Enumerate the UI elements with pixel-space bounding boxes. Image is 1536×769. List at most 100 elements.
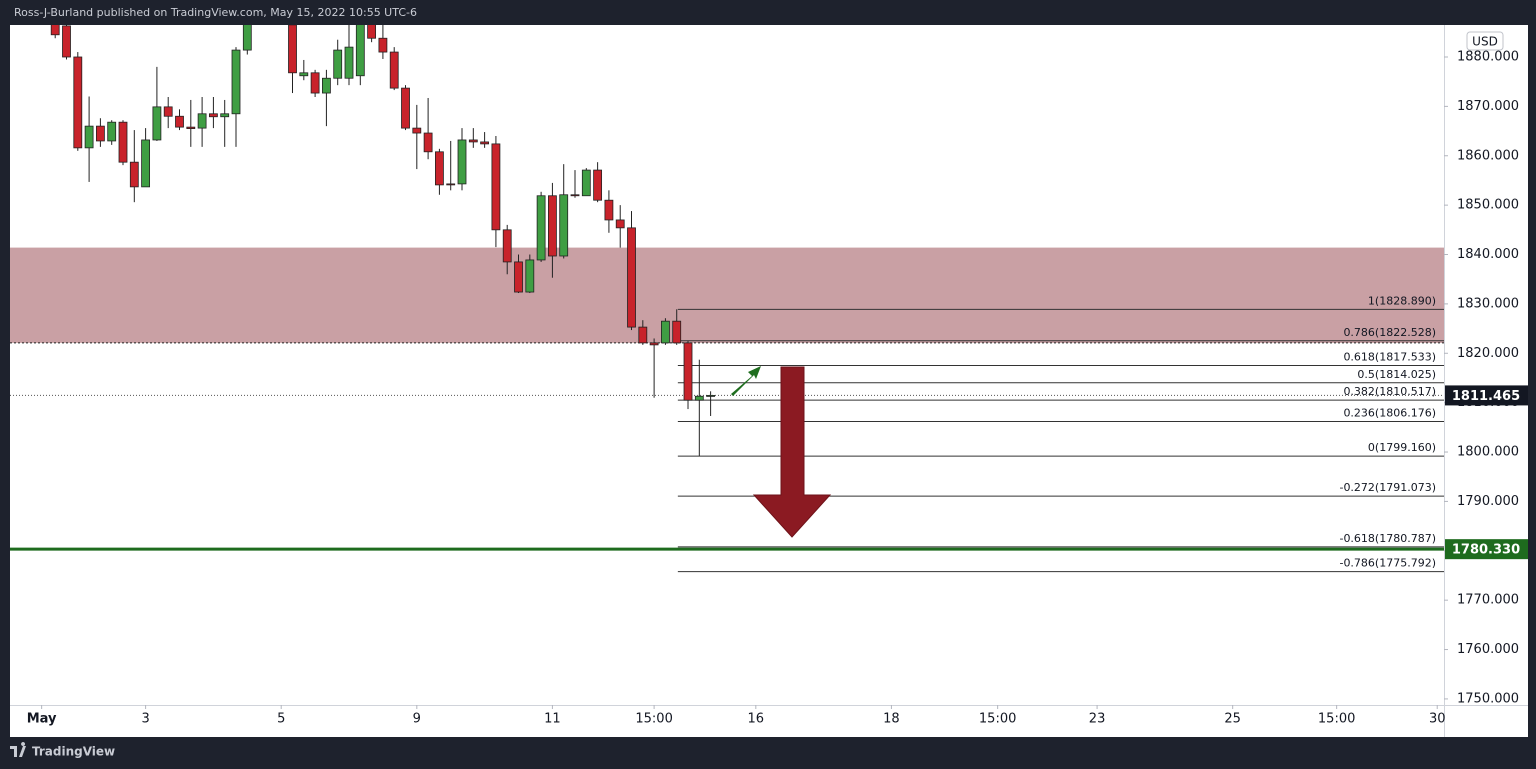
candle-body [209, 113, 218, 118]
candle-body [661, 320, 670, 344]
currency-box [1466, 31, 1504, 51]
candle-body [310, 72, 320, 94]
candle-body [389, 51, 399, 89]
candle-body [446, 183, 456, 186]
x-tick-label: 3 [141, 712, 149, 727]
candle-body [129, 161, 139, 188]
candle-body [491, 143, 501, 231]
y-tick-label: 1750.000 [1457, 691, 1519, 706]
candle-body [593, 169, 603, 201]
candle-body [186, 126, 196, 129]
y-tick-label: 1840.000 [1457, 247, 1519, 262]
support-box [1445, 539, 1528, 560]
fib-label: -0.786(1775.792) [1339, 557, 1436, 570]
candle-body [322, 77, 331, 94]
fib-label: 0.382(1810.517) [1343, 385, 1436, 398]
candle-body [468, 139, 478, 143]
footer: TradingView [32, 745, 115, 759]
fib-label: -0.618(1780.787) [1339, 532, 1436, 545]
candle-body [118, 121, 128, 163]
candle-body [457, 139, 467, 185]
y-tick-label: 1850.000 [1457, 198, 1519, 213]
y-tick-label: 1760.000 [1457, 642, 1519, 657]
candle-body [412, 127, 422, 134]
candle-body [107, 121, 117, 142]
footer-logo [10, 742, 26, 757]
fib-label: 0.786(1822.528) [1343, 326, 1436, 339]
y-tick-label: 1860.000 [1457, 148, 1519, 163]
x-tick-label: 15:00 [635, 712, 672, 727]
last-price-box [1445, 385, 1528, 406]
x-tick-label: 15:00 [979, 712, 1016, 727]
candle-body [231, 49, 241, 115]
candle-body [288, 25, 297, 74]
candle-body [242, 25, 252, 51]
axes: 1750.0001760.0001770.0001780.0001790.000… [27, 49, 1528, 727]
candle-body [344, 46, 354, 79]
fib-label: 0(1799.160) [1368, 441, 1436, 454]
candle-body [141, 139, 151, 188]
x-tick-label: 18 [883, 712, 900, 727]
candle-body [220, 113, 230, 118]
y-tick-label: 1820.000 [1457, 346, 1519, 361]
x-tick-label: 16 [748, 712, 765, 727]
up-arrow [731, 366, 761, 396]
fib-label: -0.272(1791.073) [1339, 481, 1436, 494]
candle-body [96, 125, 105, 142]
candle-body [694, 395, 704, 401]
candle-body [649, 342, 659, 346]
y-tick-label: 1830.000 [1457, 296, 1519, 311]
x-tick-label: 11 [544, 712, 561, 727]
candle-body [84, 125, 94, 149]
plot: 1(1828.890) 0.786(1822.528) 0.618(1817.533… [10, 25, 1444, 573]
candle-body [627, 227, 636, 328]
candle-body [548, 195, 557, 257]
x-tick-label: 15:00 [1318, 712, 1355, 727]
candle-body [50, 25, 60, 36]
y-tick-label: 1800.000 [1457, 445, 1519, 460]
x-tick-label: 30 [1429, 712, 1446, 727]
x-tick-label: 25 [1224, 712, 1241, 727]
candle-body [672, 320, 682, 344]
candle-body [163, 106, 173, 117]
candle-body [152, 106, 162, 141]
candle-body [378, 37, 388, 53]
down-arrow [752, 366, 832, 538]
candle-body [355, 25, 365, 77]
fib-label: 0.618(1817.533) [1343, 350, 1436, 363]
candle-body [604, 199, 614, 221]
candle-body [570, 194, 580, 197]
candle-body [367, 25, 377, 39]
header: Ross-J-Burland published on TradingView.… [14, 6, 417, 19]
candle-body [615, 219, 625, 229]
candle-body [706, 395, 716, 397]
x-tick-label: May [27, 712, 57, 727]
candle-body [175, 115, 184, 128]
candle-body [581, 169, 591, 197]
candle-body [480, 141, 490, 145]
y-tick-label: 1870.000 [1457, 99, 1519, 114]
candle-body [423, 132, 433, 153]
x-tick-label: 5 [277, 712, 285, 727]
last-price-label: 1811.465 [1452, 389, 1520, 404]
candle-body [638, 326, 648, 344]
x-tick-label: 23 [1089, 712, 1106, 727]
candle-body [333, 49, 343, 79]
candle-body [525, 259, 535, 293]
y-tick-label: 1880.000 [1457, 49, 1519, 64]
candle-body [401, 87, 410, 129]
candle-body [514, 261, 523, 293]
candle-body [559, 194, 569, 257]
candle-body [197, 113, 207, 129]
candle-body [536, 195, 546, 261]
candle-body [435, 151, 444, 186]
candle-body [502, 229, 512, 263]
y-tick-label: 1790.000 [1457, 494, 1519, 509]
fib-label: 0.236(1806.176) [1343, 407, 1436, 420]
candle-body [73, 56, 83, 149]
candle-body [683, 342, 693, 401]
currency: USD [1472, 35, 1498, 49]
y-tick-label: 1770.000 [1457, 593, 1519, 608]
annotations [731, 366, 832, 538]
